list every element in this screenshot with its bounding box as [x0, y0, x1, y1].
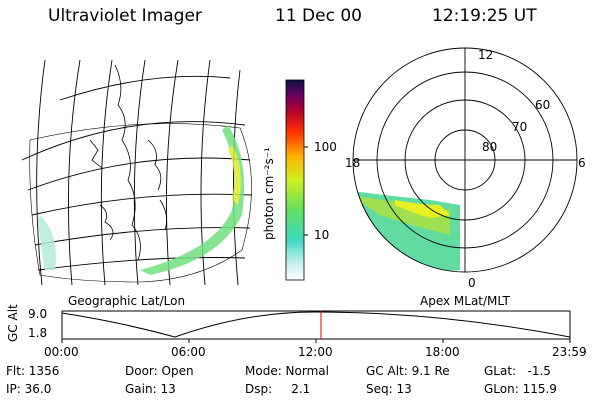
time-label: 12:19:25 UT	[432, 6, 537, 26]
mlt-label-12: 12	[478, 48, 494, 62]
colorbar-tick-10: 10	[314, 228, 330, 242]
app-title: Ultraviolet Imager	[48, 6, 202, 26]
dsp-readout: Dsp: 2.1	[245, 382, 311, 396]
right-panel-label: Apex MLat/MLT	[420, 294, 510, 308]
gain-readout: Gain: 13	[125, 382, 176, 396]
mlt-label-18: 18	[345, 156, 361, 170]
map-aurora	[38, 125, 245, 275]
colorbar-unit-label: photon cm⁻²s⁻¹	[262, 147, 276, 240]
gcalt-readout: GC Alt: 9.1 Re	[366, 364, 450, 378]
timeline-y-tick-max: 9.0	[28, 307, 48, 321]
mlat-label-70: 70	[512, 120, 528, 134]
mlt-label-6: 6	[578, 156, 586, 170]
flt-readout: Flt: 1356	[6, 364, 60, 378]
timeline-box	[61, 310, 571, 340]
polar-plot	[352, 47, 578, 273]
timeline-axis-title: GC Alt	[6, 304, 20, 342]
mlat-label-80: 80	[482, 140, 498, 154]
date-label: 11 Dec 00	[275, 6, 362, 26]
seq-readout: Seq: 13	[366, 382, 412, 396]
timeline-x-tick-0600: 06:00	[171, 345, 206, 359]
colorbar-tick-100: 100	[314, 140, 337, 154]
mlt-label-0: 0	[468, 276, 476, 290]
color-bar	[285, 79, 305, 281]
glat-readout: GLat: -1.5	[484, 364, 551, 378]
left-panel-label: Geographic Lat/Lon	[68, 294, 186, 308]
timeline-x-tick-0000: 00:00	[44, 345, 79, 359]
glon-readout: GLon: 115.9	[484, 382, 557, 396]
timeline-x-tick-2359: 23:59	[552, 345, 587, 359]
mode-readout: Mode: Normal	[245, 364, 329, 378]
geographic-map	[21, 60, 253, 285]
ip-readout: IP: 36.0	[6, 382, 52, 396]
door-readout: Door: Open	[125, 364, 194, 378]
timeline-x-tick-1800: 18:00	[425, 345, 460, 359]
timeline-x-tick-1200: 12:00	[298, 345, 333, 359]
mlat-label-60: 60	[535, 98, 551, 112]
timeline-y-tick-min: 1.8	[28, 326, 48, 340]
